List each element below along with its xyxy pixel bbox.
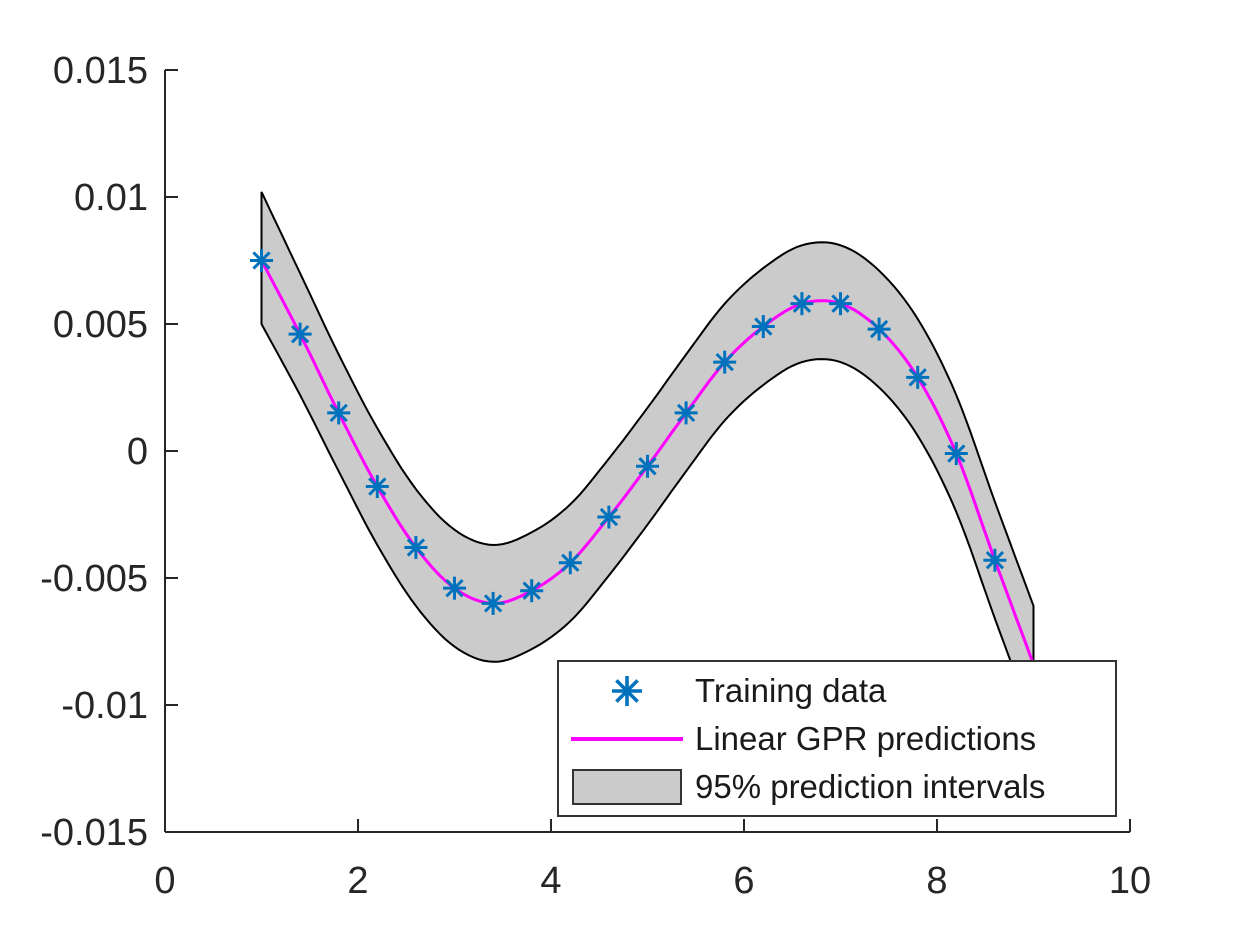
training-data-marker	[365, 475, 389, 499]
prediction-line-icon	[571, 736, 683, 741]
x-tick-label: 2	[347, 860, 368, 902]
legend-item-intervals: 95% prediction intervals	[559, 763, 1115, 810]
training-data-marker	[674, 401, 698, 425]
training-data-marker	[906, 365, 930, 389]
training-data-marker	[443, 576, 466, 600]
y-tick-label: 0.01	[74, 177, 148, 219]
legend-swatch-line	[559, 736, 695, 741]
training-data-markers	[250, 249, 1007, 615]
x-tick-label: 10	[1109, 860, 1151, 902]
training-data-marker	[520, 579, 544, 603]
y-tick-label: 0.015	[53, 50, 148, 92]
y-tick-label: -0.005	[40, 558, 148, 600]
training-data-marker	[481, 591, 505, 615]
legend-label-predictions: Linear GPR predictions	[695, 719, 1037, 757]
training-data-marker	[636, 454, 659, 478]
training-data-marker	[327, 401, 351, 425]
y-tick-label: -0.015	[40, 812, 148, 854]
legend-item-training-data: Training data	[559, 667, 1115, 714]
training-data-marker	[597, 505, 621, 529]
legend-label-intervals: 95% prediction intervals	[695, 767, 1046, 805]
training-data-marker	[404, 536, 428, 560]
x-tick-label: 8	[926, 860, 947, 902]
training-data-marker	[790, 292, 814, 316]
x-tick-label: 4	[540, 860, 561, 902]
training-data-marker	[558, 551, 582, 575]
x-tick-label: 0	[154, 860, 175, 902]
training-data-marker	[288, 322, 312, 346]
interval-patch-icon	[572, 768, 682, 805]
legend-item-predictions: Linear GPR predictions	[559, 715, 1115, 762]
legend: Training data Linear GPR predictions 95%…	[557, 660, 1117, 817]
training-data-marker	[713, 350, 737, 374]
training-data-marker	[751, 315, 775, 339]
legend-swatch-band	[559, 768, 695, 805]
axis-tick-labels: 0 2 4 6 8 10 -0.015 -0.01 -0.005 0 0.005 0.01 0.015	[40, 50, 1151, 902]
training-data-marker	[250, 249, 273, 272]
y-tick-label: -0.01	[61, 685, 148, 727]
x-tick-label: 6	[733, 860, 754, 902]
training-data-marker	[829, 292, 852, 316]
training-data-marker	[944, 442, 968, 466]
axis-ticks	[164, 69, 1131, 833]
y-tick-label: 0	[127, 431, 148, 473]
training-data-marker	[983, 548, 1007, 572]
asterisk-marker-icon	[612, 675, 642, 706]
training-data-marker	[867, 317, 891, 341]
legend-label-training: Training data	[695, 671, 887, 709]
y-tick-label: 0.005	[53, 304, 148, 346]
legend-swatch-training	[559, 672, 695, 710]
